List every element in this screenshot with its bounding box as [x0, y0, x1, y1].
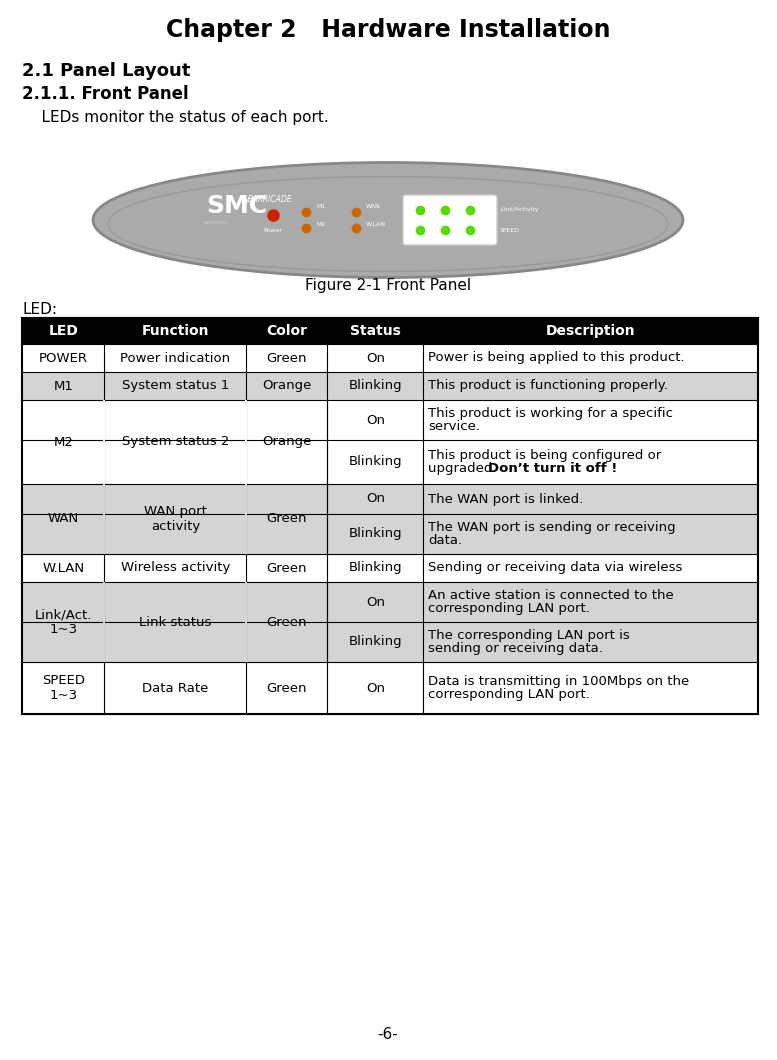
Bar	[22, 554, 758, 582]
Text: data.: data.	[428, 534, 462, 547]
Text: The WAN port is linked.: The WAN port is linked.	[428, 493, 584, 506]
FancyBboxPatch shape	[403, 195, 497, 245]
Text: corresponding LAN port.: corresponding LAN port.	[428, 602, 590, 615]
Text: Wireless activity: Wireless activity	[120, 562, 230, 575]
Text: WAN: WAN	[366, 204, 381, 209]
Text: Power indication: Power indication	[120, 352, 231, 365]
Text: W.LAN: W.LAN	[42, 562, 84, 575]
Text: networks: networks	[203, 220, 228, 226]
Bar	[22, 582, 758, 622]
Bar	[103, 582, 106, 662]
Bar	[22, 662, 758, 714]
Bar	[22, 622, 758, 662]
Text: Orange: Orange	[263, 379, 312, 392]
Text: On: On	[366, 682, 385, 694]
Text: Blinking: Blinking	[348, 562, 402, 575]
Text: Status: Status	[350, 324, 401, 338]
Bar	[246, 400, 248, 484]
Text: Green: Green	[267, 562, 307, 575]
Text: On: On	[366, 413, 385, 426]
Text: Blinking: Blinking	[348, 379, 402, 392]
Text: Orange: Orange	[263, 436, 312, 448]
Text: Chapter 2   Hardware Installation: Chapter 2 Hardware Installation	[166, 18, 610, 42]
Bar	[22, 318, 758, 344]
Text: On: On	[366, 596, 385, 608]
Text: BARRICADE: BARRICADE	[248, 195, 293, 205]
Bar	[103, 400, 106, 484]
Text: SPEED
1~3: SPEED 1~3	[42, 674, 85, 702]
Text: Blinking: Blinking	[348, 528, 402, 541]
Text: WAN: WAN	[47, 512, 78, 526]
Text: LEDs monitor the status of each port.: LEDs monitor the status of each port.	[22, 110, 329, 125]
Text: upgraded.: upgraded.	[428, 462, 501, 475]
Text: Power is being applied to this product.: Power is being applied to this product.	[428, 352, 685, 365]
Text: Link/Act.
1~3: Link/Act. 1~3	[34, 608, 92, 636]
Text: corresponding LAN port.: corresponding LAN port.	[428, 688, 590, 701]
Text: Blinking: Blinking	[348, 636, 402, 649]
Text: by: by	[240, 195, 249, 205]
Text: Green: Green	[267, 682, 307, 694]
Bar	[22, 514, 758, 554]
Text: 2: 2	[443, 195, 447, 200]
Text: Link/Activity: Link/Activity	[500, 208, 538, 212]
Text: Color: Color	[267, 324, 308, 338]
Ellipse shape	[93, 162, 683, 278]
Text: Power: Power	[263, 228, 282, 233]
Text: System status 1: System status 1	[122, 379, 229, 392]
Text: -6-: -6-	[378, 1027, 399, 1042]
Text: Link status: Link status	[139, 616, 211, 629]
Text: Blinking: Blinking	[348, 456, 402, 469]
Text: Green: Green	[267, 616, 307, 629]
Text: This product is functioning properly.: This product is functioning properly.	[428, 379, 668, 392]
Text: Function: Function	[141, 324, 209, 338]
Bar	[22, 484, 758, 514]
Text: W.LAN: W.LAN	[366, 222, 386, 227]
Text: service.: service.	[428, 420, 480, 432]
Bar	[246, 582, 248, 662]
Text: This product is working for a specific: This product is working for a specific	[428, 407, 673, 420]
Bar	[22, 440, 758, 484]
Text: M2: M2	[316, 222, 326, 227]
Bar	[22, 400, 758, 440]
Text: Data is transmitting in 100Mbps on the: Data is transmitting in 100Mbps on the	[428, 675, 689, 688]
Text: Green: Green	[267, 352, 307, 365]
Bar	[22, 318, 758, 714]
Text: WAN port
activity: WAN port activity	[144, 505, 207, 533]
Text: LED: LED	[48, 324, 78, 338]
Text: POWER: POWER	[39, 352, 88, 365]
Text: 2.1.1. Front Panel: 2.1.1. Front Panel	[22, 85, 189, 103]
Text: Don’t turn it off !: Don’t turn it off !	[488, 462, 618, 475]
Text: SPEED: SPEED	[500, 228, 520, 232]
Text: System status 2: System status 2	[122, 436, 229, 448]
Text: 1: 1	[418, 195, 422, 200]
Text: Figure 2-1 Front Panel: Figure 2-1 Front Panel	[305, 278, 471, 293]
Text: M1: M1	[54, 379, 73, 392]
Text: M2: M2	[54, 436, 73, 448]
Bar	[22, 372, 758, 400]
Bar	[22, 344, 758, 372]
Text: The WAN port is sending or receiving: The WAN port is sending or receiving	[428, 522, 676, 534]
Text: The corresponding LAN port is: The corresponding LAN port is	[428, 629, 630, 642]
Text: Green: Green	[267, 512, 307, 526]
Text: SMC: SMC	[206, 194, 267, 218]
Text: Description: Description	[545, 324, 636, 338]
Text: 2.1 Panel Layout: 2.1 Panel Layout	[22, 61, 190, 80]
Text: M1: M1	[316, 204, 326, 209]
Text: Data Rate: Data Rate	[142, 682, 209, 694]
Text: An active station is connected to the: An active station is connected to the	[428, 589, 674, 602]
Bar	[246, 484, 248, 554]
Bar	[103, 484, 106, 554]
Text: Sending or receiving data via wireless: Sending or receiving data via wireless	[428, 562, 682, 575]
Text: sending or receiving data.: sending or receiving data.	[428, 642, 603, 655]
Text: On: On	[366, 493, 385, 506]
Text: On: On	[366, 352, 385, 365]
Text: LED:: LED:	[22, 302, 57, 317]
Text: This product is being configured or: This product is being configured or	[428, 449, 661, 462]
Text: 3: 3	[469, 195, 472, 200]
